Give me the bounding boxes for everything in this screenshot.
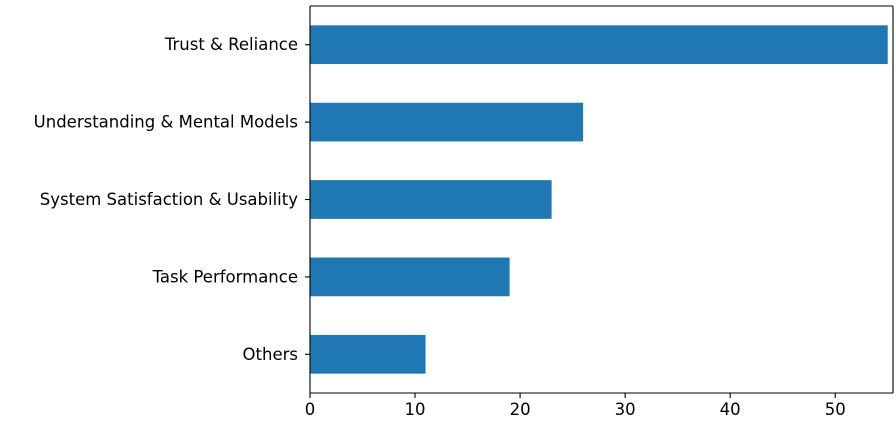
y-axis-ticks: Trust & Reliance Understanding & Mental M… — [34, 35, 310, 364]
x-tick-label: 0 — [305, 400, 316, 419]
x-tick-label: 30 — [615, 400, 636, 419]
x-tick-label: 40 — [720, 400, 741, 419]
bar-system-satisfaction-usability — [310, 180, 552, 219]
y-tick-label: Trust & Reliance — [164, 35, 298, 54]
bar-others — [310, 334, 426, 374]
x-tick-label: 10 — [405, 400, 426, 419]
y-tick-label: System Satisfaction & Usability — [40, 190, 298, 209]
bar-task-performance — [310, 257, 510, 297]
bar-trust-reliance — [310, 25, 888, 65]
y-tick-label: Task Performance — [152, 267, 298, 286]
y-tick-label: Others — [243, 345, 298, 364]
y-tick-label: Understanding & Mental Models — [34, 113, 298, 132]
x-tick-label: 50 — [825, 400, 846, 419]
x-axis-ticks: 0 10 20 30 40 50 — [305, 393, 846, 419]
bar-understanding-mental-models — [310, 102, 584, 142]
x-tick-label: 20 — [510, 400, 531, 419]
bars-layer — [310, 25, 888, 374]
axes-frame — [309, 5, 894, 394]
